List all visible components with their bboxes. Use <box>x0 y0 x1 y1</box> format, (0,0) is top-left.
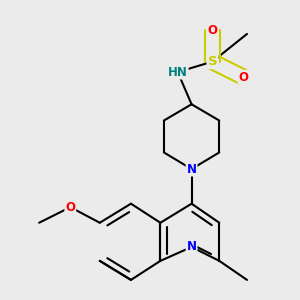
Text: N: N <box>187 241 196 254</box>
Text: O: O <box>238 71 248 84</box>
Text: S: S <box>208 55 217 68</box>
Text: O: O <box>207 24 218 37</box>
Text: HN: HN <box>168 66 188 79</box>
Text: O: O <box>65 201 75 214</box>
Text: N: N <box>187 163 196 176</box>
